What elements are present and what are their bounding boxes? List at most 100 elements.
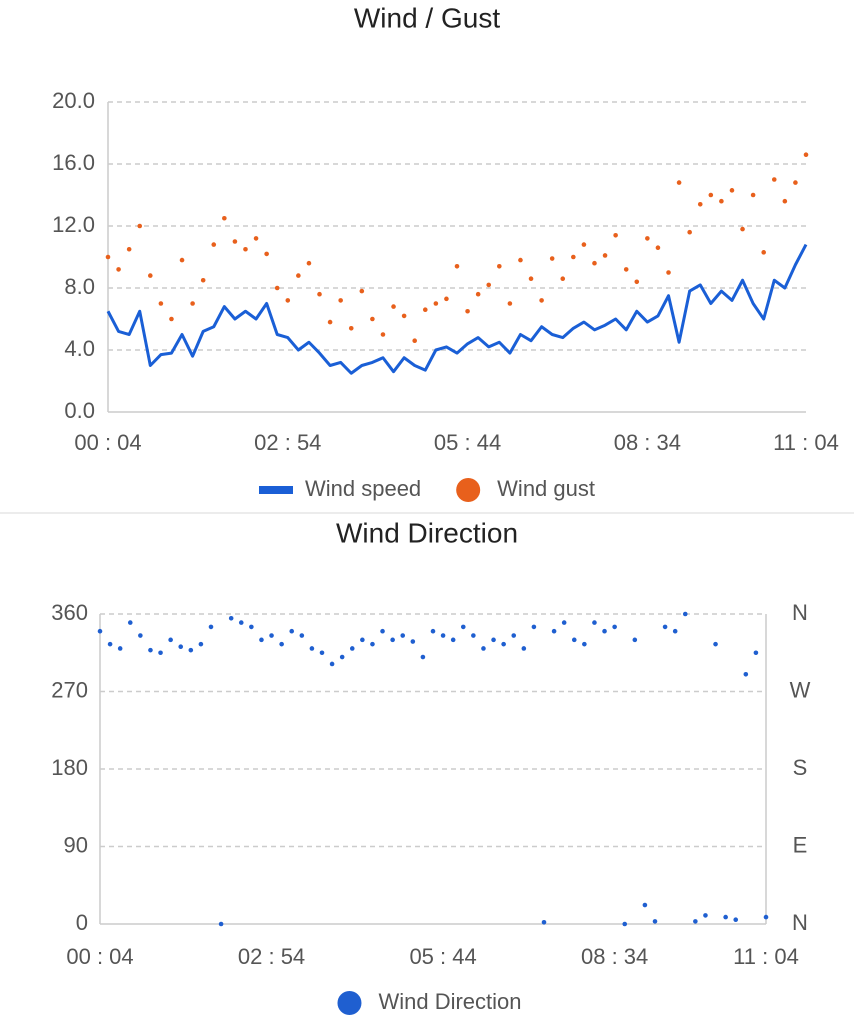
point [269, 633, 274, 638]
point [198, 641, 204, 647]
point [743, 671, 749, 677]
point [571, 254, 576, 260]
point [507, 301, 513, 306]
point [126, 246, 132, 252]
point [471, 633, 476, 638]
point [655, 245, 661, 250]
point [259, 637, 264, 643]
point [249, 624, 254, 630]
point [803, 152, 809, 157]
point [793, 180, 798, 185]
point [561, 620, 567, 625]
point [380, 628, 385, 634]
point [338, 298, 343, 303]
legend-swatch [337, 991, 362, 1015]
point [299, 633, 305, 638]
point [454, 264, 460, 269]
x-tick-label: 00 : 04 [74, 430, 141, 455]
point [475, 291, 481, 297]
x-tick-label: 05 : 44 [434, 430, 501, 455]
point [708, 192, 714, 198]
y-tick-label: 360 [51, 600, 88, 625]
point [190, 301, 195, 306]
point [613, 233, 618, 238]
point [178, 644, 184, 650]
point [137, 223, 143, 229]
point [200, 277, 206, 283]
x-tick-label: 08 : 34 [581, 944, 648, 969]
point [632, 637, 638, 643]
point [148, 647, 153, 653]
x-tick-label: 11 : 04 [733, 944, 799, 969]
chart-title: Wind Direction [336, 517, 518, 548]
y-tick-label: 0 [76, 910, 88, 935]
point [612, 624, 617, 630]
point [97, 628, 103, 634]
point [682, 611, 688, 617]
point [497, 264, 502, 269]
point [697, 202, 703, 207]
point [400, 633, 406, 638]
point [339, 654, 345, 660]
point [622, 921, 628, 927]
point [370, 641, 375, 647]
y2-tick-label: W [790, 677, 811, 702]
y2-tick-label: N [792, 910, 808, 935]
point [238, 620, 244, 625]
point [560, 276, 566, 282]
point [733, 917, 739, 922]
point [296, 273, 301, 278]
point [148, 273, 153, 278]
legend-label: Wind speed [305, 476, 421, 501]
y-tick-label: 90 [64, 832, 88, 857]
y2-tick-label: N [792, 600, 808, 625]
y2-tick-label: S [793, 755, 808, 780]
x-tick-label: 02 : 54 [238, 944, 305, 969]
point [391, 304, 396, 309]
point [750, 192, 756, 198]
point [218, 921, 224, 927]
point [687, 229, 692, 235]
point [782, 198, 788, 204]
point [412, 338, 417, 344]
point [592, 620, 597, 625]
chart-title: Wind / Gust [354, 2, 500, 33]
point [264, 251, 269, 257]
point [666, 270, 671, 275]
y2-tick-label: E [793, 832, 808, 857]
point [440, 633, 446, 638]
point [634, 279, 640, 285]
point [222, 215, 227, 221]
point [693, 919, 698, 924]
legend-swatch [456, 478, 481, 502]
point [116, 267, 121, 272]
x-tick-label: 08 : 34 [614, 430, 681, 455]
point [719, 198, 724, 204]
point [208, 624, 214, 630]
point [528, 276, 534, 282]
point [179, 257, 185, 263]
x-tick-label: 05 : 44 [409, 944, 476, 969]
point [763, 914, 769, 920]
x-tick-label: 00 : 04 [66, 944, 133, 969]
point [433, 301, 439, 306]
point [188, 647, 194, 653]
legend-swatch [258, 486, 293, 494]
point [370, 316, 375, 322]
point [771, 177, 777, 182]
point [571, 637, 577, 643]
point [360, 637, 365, 643]
point [390, 637, 395, 643]
point [349, 646, 355, 651]
point [713, 641, 718, 647]
point [761, 250, 766, 255]
point [285, 298, 291, 303]
legend-label: Wind Direction [378, 989, 521, 1014]
point [211, 242, 217, 247]
point [676, 180, 682, 185]
point [491, 637, 496, 643]
point [662, 624, 668, 630]
point [329, 661, 335, 667]
y-tick-label: 16.0 [52, 150, 95, 175]
point [107, 641, 113, 647]
